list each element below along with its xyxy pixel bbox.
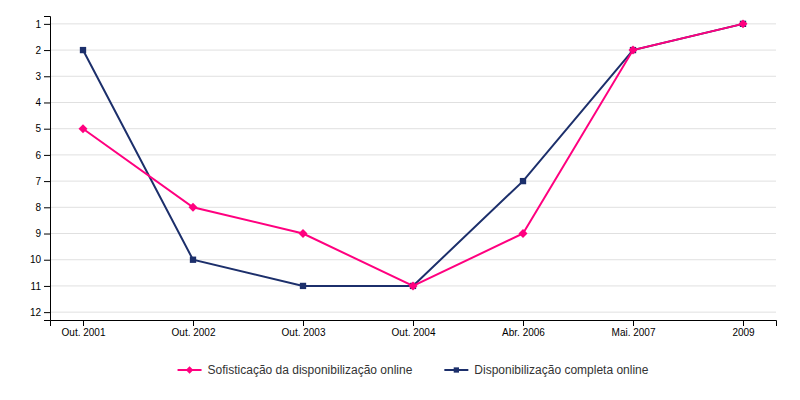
y-tick-label: 11 [31,281,42,292]
x-tick-mark [303,320,304,326]
x-tick: Out. 2003 [282,320,326,338]
x-tick-label: Out. 2001 [62,327,106,338]
y-tick: 6 [35,150,50,161]
x-tick-mark [523,320,524,326]
x-axis: Out. 2001 Out. 2002 Out. 2003 Out. 2004 Abr.… [51,320,777,338]
y-tick-mark [44,24,50,25]
x-tick-mark [193,320,194,326]
y-tick-label: 10 [30,254,42,265]
y-tick-label: 2 [35,45,41,56]
x-tick-mark [633,320,634,326]
point [629,46,638,55]
grid-line [50,312,776,313]
marks [79,19,748,290]
y-tick: 11 [31,281,50,292]
y-tick-mark [44,234,50,235]
grid-line [50,154,776,155]
point [300,283,306,289]
grid-line [50,128,776,129]
y-tick-label: 3 [35,71,41,82]
y-tick-label: 9 [35,228,41,239]
x-tick: Out. 2001 [62,320,106,338]
legend-swatch-marker [454,367,459,372]
y-tick-label: 7 [35,176,41,187]
x-tick-label: Out. 2003 [282,327,326,338]
series [80,21,746,289]
y-tick: 2 [35,45,50,56]
x-tick-label: Out. 2004 [392,327,436,338]
point [299,229,308,238]
x-tick: Out. 2002 [172,320,216,338]
y-axis-line [44,17,51,321]
legend: Sofisticação da disponibilização online D… [178,363,649,377]
y-tick-mark [44,181,50,182]
y-tick: 3 [35,71,50,82]
x-tick-mark [743,320,744,326]
point [409,281,418,290]
y-tick: 1 [35,19,50,30]
y-tick-label: 4 [35,97,41,108]
grid-line [50,259,776,260]
x-tick-label: 2009 [732,327,755,338]
y-tick: 9 [35,228,50,239]
y-tick-mark [44,260,50,261]
x-tick: Abr. 2006 [502,320,545,338]
y-tick-label: 8 [35,202,41,213]
y-tick: 8 [35,202,50,213]
grid-line [50,76,776,77]
x-tick-mark [83,320,84,326]
x-tick: Out. 2004 [392,320,436,338]
series-line [83,24,743,286]
chart: 123456789101112Out. 2001Out. 2002Out. 20… [0,0,800,400]
x-tick: Mai. 2007 [612,320,656,338]
point [190,257,196,263]
x-tick-label: Abr. 2006 [502,327,545,338]
grid [50,24,776,312]
y-tick-mark [44,129,50,130]
point [80,47,86,53]
y-tick: 4 [35,97,50,108]
point [79,124,88,133]
y-tick-mark [44,312,50,313]
grid-line [50,233,776,234]
y-tick-label: 12 [30,307,42,318]
y-tick: 12 [30,307,50,318]
legend-swatch-marker [186,366,193,373]
point [739,19,748,28]
x-tick-label: Out. 2002 [172,327,216,338]
legend-item: Sofisticação da disponibilização online [178,363,413,377]
grid-line [50,23,776,24]
point [520,178,526,184]
y-tick-mark [44,155,50,156]
point [519,229,528,238]
y-tick-label: 5 [35,123,41,134]
x-tick-mark [413,320,414,326]
grid-line [50,102,776,103]
y-tick: 5 [35,123,50,134]
y-tick: 7 [35,176,50,187]
y-tick-label: 1 [35,19,41,30]
legend-item: Disponibilização completa online [444,363,648,377]
x-tick: 2009 [732,320,755,338]
x-axis-line [51,321,777,327]
series-line [83,24,743,286]
y-tick-mark [44,50,50,51]
point [189,203,198,212]
x-tick-label: Mai. 2007 [612,327,656,338]
y-tick-mark [44,76,50,77]
y-tick-mark [44,102,50,103]
plot: 123456789101112Out. 2001Out. 2002Out. 20… [30,17,777,339]
grid-line [50,50,776,51]
y-tick-mark [44,207,50,208]
y-tick: 10 [30,254,50,265]
grid-line [50,181,776,182]
grid-line [50,207,776,208]
legend-label: Disponibilização completa online [474,363,648,377]
y-tick-mark [44,286,50,287]
legend-label: Sofisticação da disponibilização online [208,363,413,377]
y-axis: 123456789101112 [30,17,51,321]
series [79,19,748,290]
y-tick-label: 6 [35,150,41,161]
